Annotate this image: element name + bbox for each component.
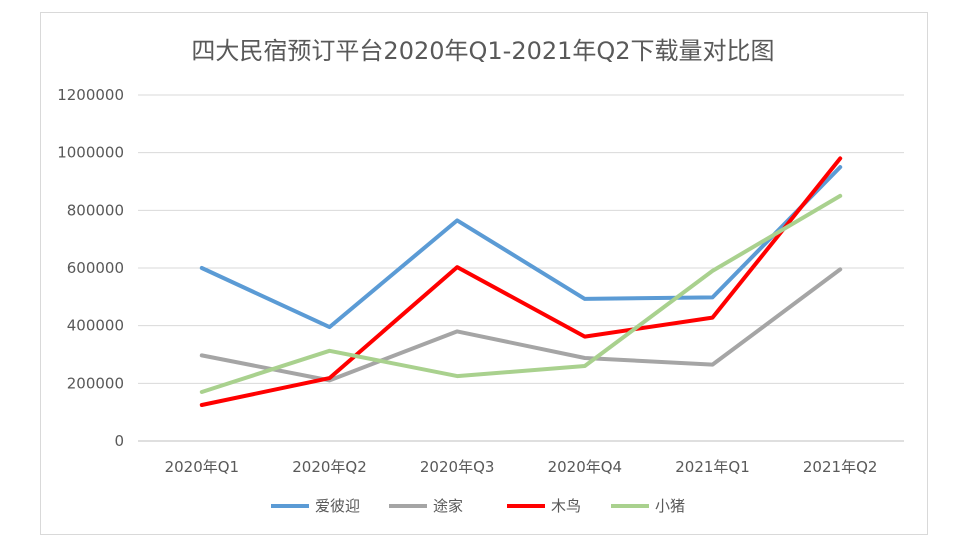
x-tick-label: 2020年Q1 [165,458,240,476]
x-tick-label: 2021年Q1 [675,458,750,476]
legend-label: 爱彼迎 [315,497,360,515]
y-tick-label: 1200000 [57,86,124,104]
y-tick-label: 200000 [67,374,124,392]
chart-title: 四大民宿预订平台2020年Q1-2021年Q2下载量对比图 [191,37,774,65]
series-line-爱彼迎 [199,165,843,330]
x-axis-ticks: 2020年Q1 2020年Q2 2020年Q3 2020年Q4 2021年Q1 2021年… [165,458,878,476]
gridlines [138,94,904,442]
legend-label: 小猪 [655,497,685,515]
x-tick-label: 2020年Q2 [292,458,367,476]
series-line-木鸟 [199,156,843,407]
x-tick-label: 2021年Q2 [803,458,878,476]
legend-label: 木鸟 [551,497,581,515]
y-tick-label: 0 [114,432,124,450]
x-tick-label: 2020年Q4 [548,458,623,476]
x-tick-label: 2020年Q3 [420,458,495,476]
legend: 爱彼迎 途家 木鸟 小猪 [271,497,685,515]
chart-frame: 四大民宿预订平台2020年Q1-2021年Q2下载量对比图 0 200000 400… [40,12,928,535]
y-tick-label: 800000 [67,201,124,219]
y-axis-ticks: 0 200000 400000 600000 800000 1000000 1200000 [57,86,124,450]
y-tick-label: 1000000 [57,144,124,162]
y-tick-label: 600000 [67,259,124,277]
line-chart: 四大民宿预订平台2020年Q1-2021年Q2下载量对比图 0 200000 400… [57,37,904,515]
y-tick-label: 400000 [67,317,124,335]
legend-label: 途家 [433,497,463,515]
series-line-小猪 [199,193,843,394]
series-lines [199,156,843,407]
series-line-途家 [199,267,843,383]
